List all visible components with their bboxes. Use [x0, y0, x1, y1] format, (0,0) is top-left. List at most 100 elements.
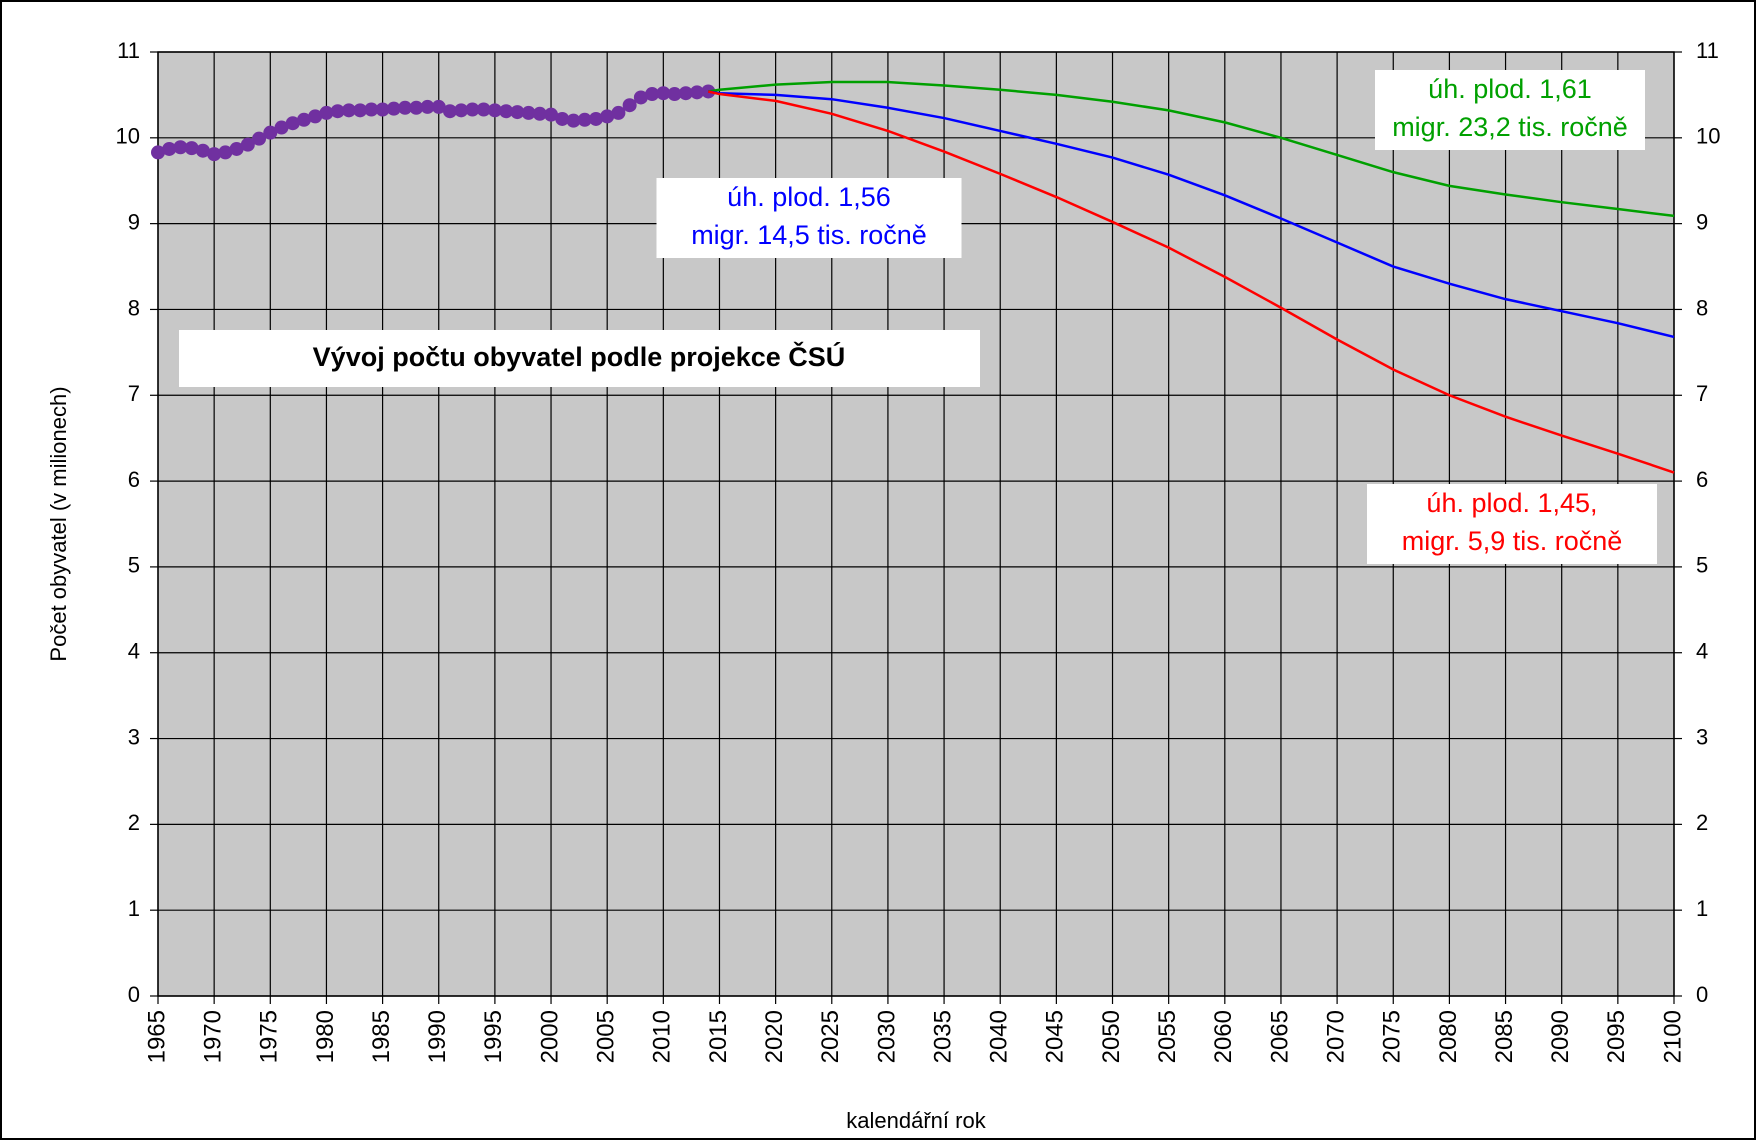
x-tick-label: 2100: [1659, 1010, 1686, 1063]
series-marker: [656, 86, 671, 101]
series-marker: [229, 141, 244, 156]
x-tick-label: 1990: [424, 1010, 451, 1063]
x-tick-label: 2035: [929, 1010, 956, 1063]
series-marker: [454, 103, 469, 118]
series-marker: [252, 131, 267, 146]
annotation-text: migr. 5,9 tis. ročně: [1402, 526, 1623, 556]
series-marker: [218, 145, 233, 160]
x-tick-label: 2085: [1491, 1010, 1518, 1063]
x-tick-label: 1985: [368, 1010, 395, 1063]
y-tick-label: 11: [117, 38, 140, 63]
x-tick-label: 2050: [1098, 1010, 1125, 1063]
annotation-box: [656, 178, 962, 258]
y-tick-label: 8: [128, 295, 140, 320]
series-marker: [330, 104, 345, 119]
series-line: [707, 90, 1675, 474]
y-tick-label: 4: [128, 639, 140, 664]
x-tick-label: 2070: [1322, 1010, 1349, 1063]
series-marker: [184, 141, 199, 156]
series-marker: [622, 98, 637, 113]
y2-tick-label: 0: [1696, 982, 1708, 1007]
x-tick-label: 2025: [817, 1010, 844, 1063]
series-marker: [566, 113, 581, 128]
x-tick-label: 2010: [649, 1010, 676, 1063]
y2-tick-label: 9: [1696, 209, 1708, 234]
y2-tick-label: 7: [1696, 381, 1708, 406]
y2-tick-label: 2: [1696, 810, 1708, 835]
series-marker: [398, 100, 413, 115]
x-tick-label: 1995: [480, 1010, 507, 1063]
series-marker: [667, 87, 682, 102]
series-marker: [173, 140, 188, 155]
series-marker: [487, 103, 502, 118]
annotation-text: úh. plod. 1,45,: [1426, 488, 1597, 518]
y2-tick-label: 11: [1696, 38, 1719, 63]
y-tick-label: 0: [128, 982, 140, 1007]
series-marker: [476, 102, 491, 117]
series-marker: [555, 111, 570, 126]
series-marker: [442, 104, 457, 119]
y-tick-label: 7: [128, 381, 140, 406]
series-marker: [151, 145, 165, 160]
series-marker: [364, 102, 379, 117]
series-marker: [353, 103, 368, 118]
x-tick-label: 2040: [986, 1010, 1013, 1063]
y-axis-label: Počet obyvatel (v milionech): [46, 386, 71, 661]
x-tick-label: 2000: [536, 1010, 563, 1063]
plot-border: [157, 51, 1675, 997]
series-marker: [308, 109, 323, 124]
title-box: [179, 330, 980, 387]
y-tick-label: 9: [128, 209, 140, 234]
y-tick-label: 2: [128, 810, 140, 835]
x-tick-label: 1975: [256, 1010, 283, 1063]
series-marker: [420, 99, 435, 114]
series-marker: [690, 85, 705, 100]
series-marker: [263, 125, 278, 140]
y2-tick-label: 3: [1696, 724, 1708, 749]
y2-tick-label: 6: [1696, 467, 1708, 492]
y-tick-label: 5: [128, 553, 140, 578]
series-marker: [386, 101, 401, 116]
y-tick-label: 6: [128, 467, 140, 492]
series-marker: [207, 147, 222, 162]
x-tick-label: 2060: [1210, 1010, 1237, 1063]
series-line: [708, 80, 1675, 218]
series-marker: [285, 116, 300, 131]
series-marker: [678, 86, 693, 101]
series-marker: [431, 99, 446, 114]
y2-tick-label: 8: [1696, 295, 1708, 320]
series-marker: [645, 87, 660, 102]
x-tick-label: 2065: [1266, 1010, 1293, 1063]
x-tick-label: 2090: [1547, 1010, 1574, 1063]
series-marker: [499, 104, 514, 119]
x-tick-label: 2030: [873, 1010, 900, 1063]
series-marker: [577, 112, 592, 127]
series-marker: [409, 100, 424, 115]
x-tick-label: 1965: [143, 1010, 170, 1063]
series-line: [708, 90, 1675, 339]
annotation-text: migr. 14,5 tis. ročně: [691, 220, 927, 250]
x-tick-label: 2045: [1042, 1010, 1069, 1063]
x-tick-label: 1980: [312, 1010, 339, 1063]
y2-tick-label: 4: [1696, 639, 1708, 664]
series-marker: [600, 109, 615, 124]
series-marker: [240, 137, 255, 152]
series-marker: [375, 102, 390, 117]
y2-tick-label: 1: [1696, 896, 1708, 921]
series-marker: [195, 143, 210, 158]
series-marker: [544, 107, 559, 122]
y-tick-label: 3: [128, 724, 140, 749]
series-marker: [465, 102, 480, 117]
x-tick-label: 2075: [1379, 1010, 1406, 1063]
chart-title: Vývoj počtu obyvatel podle projekce ČSÚ: [313, 341, 846, 372]
annotation-text: migr. 23,2 tis. ročně: [1392, 112, 1628, 142]
annotation-text: úh. plod. 1,56: [727, 182, 891, 212]
series-marker: [162, 141, 177, 156]
series-marker: [532, 106, 547, 121]
series-marker: [274, 120, 289, 135]
series-marker: [296, 112, 311, 127]
x-tick-label: 1970: [199, 1010, 226, 1063]
series-marker: [510, 105, 525, 120]
